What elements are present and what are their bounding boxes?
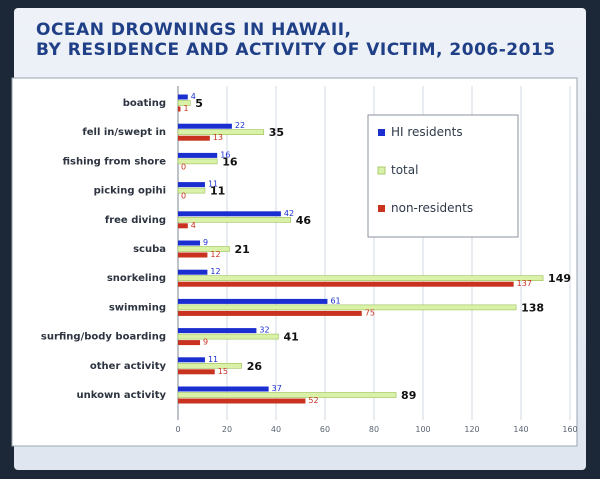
bar: [177, 304, 517, 311]
data-label: 11: [210, 185, 225, 198]
bar: [178, 252, 208, 258]
category-label: free diving: [105, 215, 166, 226]
data-label: 42: [284, 209, 294, 218]
bar: [178, 123, 232, 129]
bar: [178, 94, 188, 100]
legend-swatch: [378, 205, 385, 212]
bar: [178, 298, 328, 304]
bar: [177, 187, 206, 194]
legend-label: non-residents: [391, 201, 473, 215]
data-label: 22: [235, 121, 245, 130]
x-tick-label: 120: [464, 425, 479, 434]
legend-label: HI residents: [391, 125, 463, 139]
data-label: 41: [283, 331, 298, 344]
category-label: unkown activity: [77, 390, 167, 401]
bars: 4512235131616011110424649211212149137611…: [177, 92, 571, 405]
legend-swatch: [377, 166, 386, 175]
bar: [177, 129, 265, 135]
category-label: scuba: [133, 244, 166, 255]
x-tick-label: 160: [562, 425, 577, 434]
bar: [177, 246, 230, 252]
data-label: 46: [296, 214, 312, 227]
data-label: 21: [234, 243, 249, 256]
data-label: 15: [218, 367, 228, 376]
legend-label: total: [391, 163, 418, 177]
bar: [178, 240, 201, 246]
data-label: 4: [191, 92, 196, 101]
bar: [177, 100, 191, 106]
data-label: 35: [269, 126, 284, 139]
x-tick-label: 0: [175, 425, 180, 434]
data-label: 137: [517, 279, 532, 288]
x-tick-label: 40: [271, 425, 281, 434]
bar: [178, 152, 218, 158]
category-label: other activity: [90, 361, 167, 372]
data-label: 52: [308, 396, 318, 405]
data-label: 138: [521, 301, 544, 314]
category-label: picking opihi: [94, 186, 166, 197]
data-label: 0: [181, 162, 186, 171]
legend-swatch: [378, 129, 385, 136]
bar: [178, 369, 215, 375]
bar: [177, 275, 544, 282]
bar: [177, 158, 218, 165]
bar: [177, 217, 291, 223]
data-label: 1: [183, 104, 188, 113]
bar: [178, 398, 306, 404]
bar: [178, 135, 210, 141]
data-label: 5: [195, 97, 203, 110]
data-label: 32: [259, 326, 269, 335]
data-label: 0: [181, 192, 186, 201]
bar: [177, 362, 243, 369]
data-label: 4: [191, 221, 196, 230]
bar: [178, 223, 188, 229]
data-label: 13: [213, 133, 223, 142]
data-label: 12: [210, 250, 220, 259]
data-label: 11: [208, 355, 218, 364]
x-tick-label: 100: [415, 425, 430, 434]
category-label: surfing/body boarding: [41, 332, 166, 343]
bar: [178, 310, 362, 316]
chart-title-line-1: OCEAN DROWNINGS IN HAWAII,: [36, 20, 352, 40]
x-tick-label: 60: [320, 425, 330, 434]
data-label: 89: [401, 389, 416, 402]
bar: [178, 386, 269, 392]
bar: [178, 340, 201, 346]
legend-box: [367, 114, 519, 238]
chart-title-line-2: BY RESIDENCE AND ACTIVITY OF VICTIM, 200…: [36, 40, 556, 60]
data-label: 12: [210, 267, 220, 276]
bar: [178, 211, 281, 217]
bar: [178, 269, 208, 275]
data-label: 16: [220, 150, 230, 159]
bar: [178, 106, 181, 112]
bar: [178, 281, 514, 287]
category-labels: boating fell in/swept in fishing from shor…: [41, 98, 167, 401]
category-label: fell in/swept in: [82, 127, 166, 138]
bar: [177, 392, 397, 398]
category-label: swimming: [109, 302, 166, 313]
data-label: 11: [208, 180, 218, 189]
category-label: fishing from shore: [63, 156, 167, 167]
x-tick-label: 140: [513, 425, 528, 434]
bar: [178, 328, 257, 334]
x-tick-label: 20: [222, 425, 232, 434]
bar: [178, 357, 205, 363]
bar: [178, 182, 205, 188]
data-label: 9: [203, 238, 208, 247]
data-label: 26: [247, 360, 263, 373]
bar: [177, 333, 279, 340]
data-label: 16: [222, 155, 238, 168]
data-label: 37: [272, 384, 282, 393]
data-label: 61: [330, 296, 340, 305]
data-label: 149: [548, 272, 571, 285]
category-label: snorkeling: [107, 273, 166, 284]
data-label: 9: [203, 338, 208, 347]
category-label: boating: [123, 98, 166, 109]
x-axis-ticks: 0 20 40 60 80 100 120 140 160: [175, 425, 577, 434]
data-label: 75: [365, 308, 375, 317]
legend: HI residents total non-residents: [367, 114, 519, 238]
x-tick-label: 80: [369, 425, 379, 434]
